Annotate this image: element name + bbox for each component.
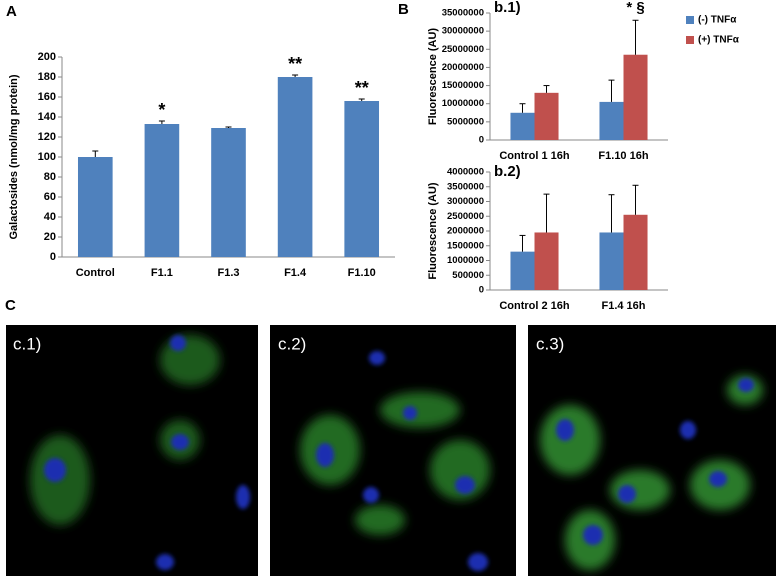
y-tick-label: 0 [479, 135, 484, 146]
y-tick-label: 5000000 [447, 116, 484, 127]
panel-label: B [398, 1, 409, 18]
bar [344, 101, 380, 257]
bar [534, 92, 559, 140]
subplot-label: b.1) [494, 0, 521, 16]
y-tick-label: 35000000 [442, 8, 484, 19]
x-tick-label: F1.10 16h [598, 150, 648, 162]
significance: ** [288, 54, 302, 74]
x-tick-label: Control 2 16h [499, 300, 570, 312]
y-tick-label: 120 [38, 131, 56, 143]
x-tick-label: Control [76, 267, 115, 279]
y-tick-label: 500000 [452, 270, 484, 281]
y-axis-label: Fluorescence (AU) [427, 28, 439, 126]
y-tick-label: 140 [38, 111, 56, 123]
bar [623, 54, 648, 140]
bar [599, 232, 624, 290]
bar [599, 101, 624, 140]
bar [277, 77, 313, 257]
y-tick-label: 80 [44, 171, 56, 183]
panel-label: A [6, 3, 17, 20]
bar [211, 128, 246, 257]
bar [510, 251, 535, 290]
y-tick-label: 2500000 [447, 211, 484, 222]
legend-label: (+) TNFα [698, 35, 740, 46]
x-tick-label: F1.4 [284, 267, 307, 279]
bar [77, 157, 113, 257]
x-tick-label: F1.4 16h [601, 300, 645, 312]
y-tick-label: 20000000 [442, 62, 484, 73]
y-tick-label: 180 [38, 71, 56, 83]
image-label: c.2) [278, 334, 306, 353]
y-tick-label: 2000000 [447, 226, 484, 237]
y-tick-label: 3500000 [447, 181, 484, 192]
micrograph: c.1) [6, 325, 258, 576]
y-tick-label: 0 [50, 251, 56, 263]
significance: ** [355, 78, 369, 98]
micrograph: c.3) [528, 325, 776, 576]
panel-label: C [5, 297, 16, 314]
x-tick-label: F1.1 [151, 267, 173, 279]
micrograph: c.2) [270, 325, 516, 576]
y-tick-label: 25000000 [442, 44, 484, 55]
y-tick-label: 40 [44, 211, 56, 223]
y-tick-label: 100 [38, 151, 56, 163]
x-tick-label: F1.10 [348, 267, 376, 279]
bar [623, 214, 648, 290]
y-tick-label: 1500000 [447, 240, 484, 251]
bar [510, 112, 535, 140]
legend-swatch [686, 16, 694, 24]
y-tick-label: 10000000 [442, 98, 484, 109]
image-label: c.3) [536, 334, 564, 353]
legend-label: (-) TNFα [698, 15, 737, 26]
y-tick-label: 160 [38, 91, 56, 103]
significance: * [158, 100, 165, 120]
x-tick-label: Control 1 16h [499, 150, 570, 162]
subplot-label: b.2) [494, 163, 521, 180]
y-tick-label: 60 [44, 191, 56, 203]
y-tick-label: 15000000 [442, 80, 484, 91]
y-tick-label: 30000000 [442, 26, 484, 37]
y-tick-label: 20 [44, 231, 56, 243]
y-axis-label: Fluorescence (AU) [427, 182, 439, 280]
significance: * § [626, 0, 644, 16]
image-label: c.1) [13, 334, 41, 353]
y-tick-label: 4000000 [447, 167, 484, 178]
y-tick-label: 0 [479, 285, 484, 296]
y-tick-label: 200 [38, 51, 56, 63]
x-tick-label: F1.3 [217, 267, 239, 279]
y-tick-label: 1000000 [447, 255, 484, 266]
bar [534, 232, 559, 290]
legend-swatch [686, 36, 694, 44]
bar [144, 124, 180, 257]
y-axis-label: Galactosides (nmol/mg protein) [8, 74, 20, 239]
y-tick-label: 3000000 [447, 196, 484, 207]
